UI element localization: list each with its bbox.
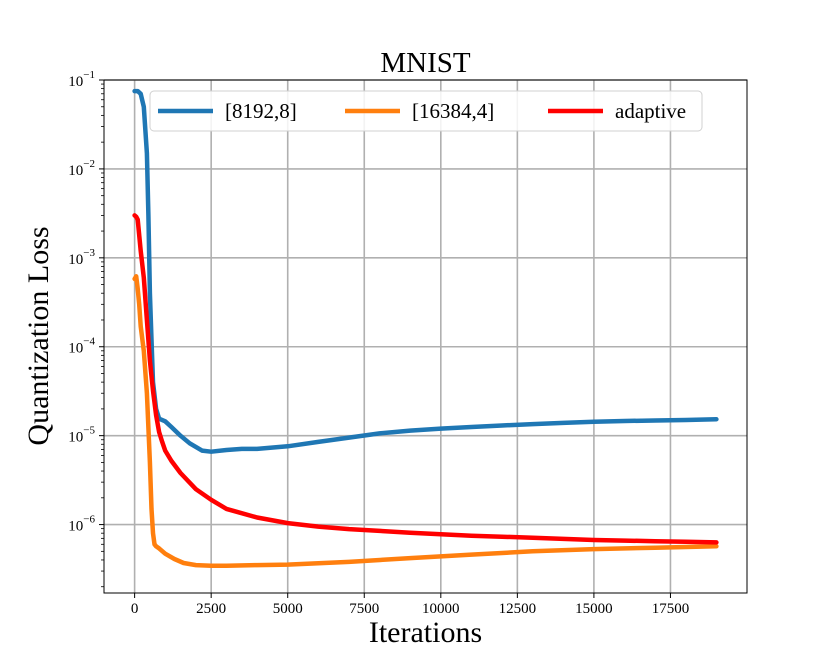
- x-tick-label: 5000: [273, 601, 303, 617]
- y-tick-label: 10−3: [68, 247, 95, 268]
- y-tick-label: 10−2: [68, 158, 95, 179]
- series-line-1: [132, 274, 719, 568]
- x-tick-label: 0: [131, 601, 139, 617]
- plot-frame: [103, 79, 748, 594]
- x-tick-label: 12500: [499, 601, 537, 617]
- x-tick-label: 7500: [349, 601, 379, 617]
- x-tick-label: 2500: [196, 601, 226, 617]
- x-tick-label: 15000: [575, 601, 613, 617]
- series-line-2: [132, 213, 719, 545]
- y-axis-label: Quantization Loss: [22, 226, 55, 445]
- y-tick-label: 10−5: [68, 425, 95, 446]
- x-axis-ticks: 0 2500 5000 7500 10000 12500 15000 17500: [131, 593, 689, 617]
- y-tick-label: 10−6: [68, 514, 95, 535]
- series-layer: [132, 88, 719, 568]
- y-tick-label: 10−1: [68, 69, 95, 90]
- grid: [104, 79, 747, 593]
- x-axis-label: Iterations: [369, 616, 482, 649]
- legend: [8192,8] [16384,4] adaptive: [149, 90, 703, 132]
- x-tick-label: 10000: [422, 601, 460, 617]
- legend-label-2: adaptive: [615, 99, 686, 123]
- legend-box: [149, 90, 703, 132]
- chart-title: MNIST: [380, 47, 471, 79]
- series-line-0: [132, 88, 719, 454]
- x-tick-label: 17500: [652, 601, 690, 617]
- legend-label-0: [8192,8]: [225, 99, 297, 123]
- legend-label-1: [16384,4]: [412, 99, 494, 123]
- y-tick-label: 10−4: [68, 336, 95, 357]
- y-axis-ticks: 10−6 10−5 10−4 10−3 10−2 10−1: [68, 69, 104, 588]
